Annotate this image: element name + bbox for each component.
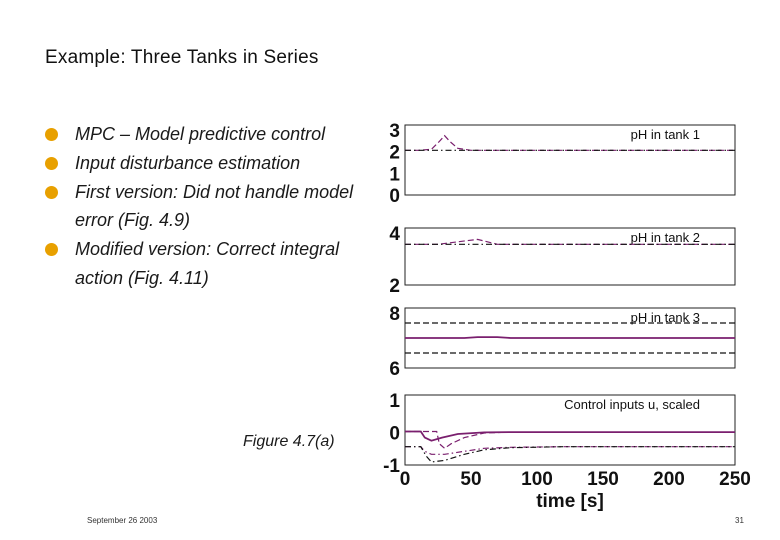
slide-title: Example: Three Tanks in Series [45, 47, 319, 68]
subplot-3: 8 6 pH in tank 3 [389, 304, 736, 380]
subplot-title: Control inputs u, scaled [564, 397, 700, 412]
y-tick-label: -1 [383, 456, 400, 477]
bullet-list: MPC – Model predictive control Input dis… [45, 120, 385, 293]
series-line-1 [405, 336, 735, 339]
bullet-dot-icon [45, 128, 58, 141]
series-line-1 [405, 430, 735, 442]
bullet-text: Modified version: Correct integral actio… [75, 239, 340, 288]
bullet-item: MPC – Model predictive control [45, 120, 385, 149]
bullet-item: Input disturbance estimation [45, 149, 385, 178]
plot-frame [404, 227, 736, 286]
y-tick-label: 0 [389, 186, 400, 207]
x-tick-label: 250 [719, 469, 751, 490]
x-tick-label: 200 [653, 469, 685, 490]
bullet-dot-icon [45, 185, 58, 199]
x-tick-label: 150 [587, 469, 619, 490]
bullet-item: First version: Did not handle model erro… [45, 178, 385, 236]
subplot-title: pH in tank 1 [631, 127, 700, 142]
y-tick-label: 0 [389, 424, 400, 445]
plot-frame [404, 394, 736, 466]
y-tick-label: 2 [389, 276, 400, 297]
y-tick-label: 4 [389, 224, 400, 245]
x-tick-label: 50 [460, 469, 481, 490]
page-number: 31 [735, 516, 744, 525]
series-line-3 [405, 446, 735, 455]
series-line-2 [405, 430, 735, 450]
series-line-1 [405, 134, 735, 151]
bullet-text: Input disturbance estimation [75, 152, 301, 173]
x-axis-label: time [s] [536, 491, 604, 512]
figure-caption: Figure 4.7(a) [243, 433, 335, 450]
bullet-text: First version: Did not handle model erro… [75, 181, 354, 231]
subplot-2: 4 2 pH in tank 2 [389, 224, 736, 297]
y-tick-label: 3 [389, 121, 400, 142]
y-tick-label: 8 [389, 304, 400, 325]
bullet-text: MPC – Model predictive control [75, 124, 326, 144]
series-line-4 [405, 446, 735, 463]
footer-date: September 26 2003 [87, 516, 158, 525]
x-tick-label: 100 [521, 469, 553, 490]
y-tick-label: 2 [389, 143, 400, 164]
bullet-dot-icon [45, 156, 58, 170]
y-tick-label: 1 [389, 164, 400, 185]
subplot-title: pH in tank 2 [631, 230, 700, 245]
plot-frame [404, 124, 736, 196]
y-tick-label: 6 [389, 359, 400, 380]
x-tick-label: 0 [400, 469, 411, 490]
bullet-dot-icon [45, 243, 58, 257]
subplot-title: pH in tank 3 [631, 310, 700, 325]
y-tick-label: 1 [389, 391, 400, 412]
bullet-item: Modified version: Correct integral actio… [45, 235, 385, 293]
